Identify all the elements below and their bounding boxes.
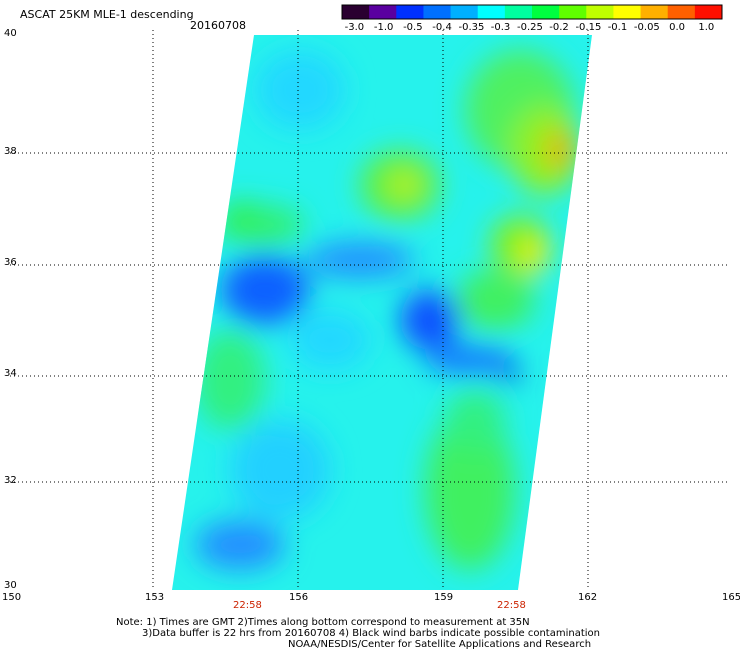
lat-label-32: 32 xyxy=(4,475,17,486)
lat-label-34: 34 xyxy=(4,368,17,379)
colorbar-tick-label: -0.4 xyxy=(432,22,452,33)
pass-time-east: 22:58 xyxy=(497,600,526,611)
colorbar-segment xyxy=(423,5,452,19)
lon-label-162: 162 xyxy=(578,592,598,603)
colorbar-segment xyxy=(640,5,669,19)
colorbar-segment xyxy=(532,5,560,19)
colorbar-tick-label: -1.0 xyxy=(373,22,394,33)
colorbar-segment xyxy=(694,5,723,19)
colorbar-segment xyxy=(613,5,642,19)
data-swath xyxy=(172,35,592,590)
colorbar-tick-label: 1.0 xyxy=(698,22,715,33)
colorbar-tick-label: -0.5 xyxy=(403,22,423,33)
colorbar-tick-label: -0.1 xyxy=(607,22,628,33)
lat-label-30: 30 xyxy=(4,580,17,591)
map-title: ASCAT 25KM MLE-1 descending xyxy=(20,8,194,21)
note-line-1: Note: 1) Times are GMT 2)Times along bot… xyxy=(116,617,530,628)
lon-label-159: 159 xyxy=(434,592,454,603)
colorbar-segment xyxy=(369,5,397,19)
colorbar-segment xyxy=(504,5,533,19)
colorbar-segment xyxy=(342,5,370,19)
colorbar-segment xyxy=(586,5,614,19)
lon-label-156: 156 xyxy=(289,592,309,603)
lon-label-165: 165 xyxy=(722,592,740,603)
graticule xyxy=(10,30,730,590)
colorbar-segment xyxy=(477,5,506,19)
lat-label-40: 40 xyxy=(4,28,17,39)
colorbar-tick-label: -0.3 xyxy=(490,22,511,33)
colorbar-tick-label: 0.0 xyxy=(669,22,686,33)
colorbar-tick-label: -0.25 xyxy=(517,22,543,33)
map-date: 20160708 xyxy=(190,19,246,32)
note-line-2: 3)Data buffer is 22 hrs from 20160708 4)… xyxy=(142,628,600,639)
colorbar-segment xyxy=(559,5,587,19)
note-line-3: NOAA/NESDIS/Center for Satellite Applica… xyxy=(288,639,592,650)
pass-time-west: 22:58 xyxy=(233,600,262,611)
lon-label-150: 150 xyxy=(2,592,22,603)
colorbar-tick-label: -0.2 xyxy=(549,22,569,33)
colorbar-tick-label: -0.15 xyxy=(575,22,602,33)
colorbar-segment xyxy=(396,5,424,19)
colorbar-tick-label: -3.0 xyxy=(344,22,365,33)
lat-label-38: 38 xyxy=(4,146,17,157)
colorbar-segment xyxy=(667,5,696,19)
colorbar-tick-label: -0.35 xyxy=(458,22,485,33)
lon-label-153: 153 xyxy=(145,592,165,603)
colorbar-segment xyxy=(450,5,479,19)
colorbar-tick-label: -0.05 xyxy=(633,22,660,33)
colorbar-border xyxy=(341,4,723,20)
lat-label-36: 36 xyxy=(4,257,17,268)
colorbar xyxy=(341,4,723,20)
